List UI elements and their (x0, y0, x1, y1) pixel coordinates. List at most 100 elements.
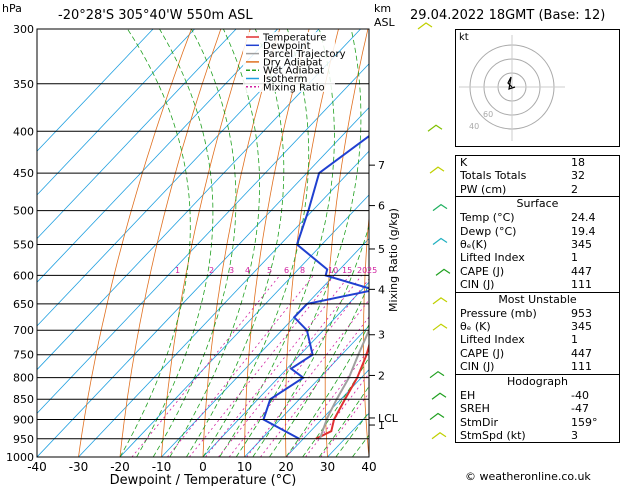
isotherm-line (37, 29, 154, 152)
pressure-tick-label: 550 (13, 238, 34, 251)
pressure-tick-label: 750 (13, 349, 34, 362)
temperature-tick-label: 20 (278, 460, 293, 474)
hodograph: kt 40 60 (455, 29, 620, 147)
surface-title: Surface (516, 197, 559, 211)
pressure-tick-label: 700 (13, 324, 34, 337)
wind-barb (417, 22, 433, 30)
most-unstable-row: CIN (J) 111 (456, 360, 619, 373)
surface-value: 19.4 (571, 224, 596, 238)
hodograph-title: Hodograph (507, 374, 568, 388)
hodograph-value: 159° (571, 415, 598, 429)
temperature-tick-label: 30 (320, 460, 335, 474)
isotherm-line (78, 150, 369, 457)
mixing-ratio-line (205, 275, 350, 457)
surface-box: Surface Temp (°C) 24.4 Dewp (°C) 19.4 θₑ(K) 3… (455, 197, 620, 293)
mixing-ratio-label: 20 (357, 266, 367, 275)
hodograph-value: -47 (571, 402, 589, 416)
surface-label: CIN (J) (460, 278, 495, 292)
most-unstable-box: Most Unstable Pressure (mb) 953 θₑ (K) 345 L… (455, 292, 620, 375)
surface-label: Dewp (°C) (460, 224, 517, 238)
pressure-tick-label: 600 (13, 269, 34, 282)
isotherm-line (37, 106, 369, 457)
index-label: K (460, 156, 468, 169)
most-unstable-label: CIN (J) (460, 360, 495, 374)
legend-label: Parcel Trajectory (263, 49, 346, 60)
most-unstable-value: 111 (571, 360, 592, 374)
mixing-ratio-label: 6 (284, 266, 289, 275)
km-tick-label: 6 (378, 200, 385, 213)
most-unstable-label: Lifted Index (460, 333, 525, 347)
isotherm-line (161, 237, 369, 457)
mixing-ratio-line (131, 275, 281, 457)
most-unstable-row: CAPE (J) 447 (456, 347, 619, 360)
hodograph-row: StmDir 159° (456, 416, 619, 429)
isotherm-line (202, 281, 369, 457)
most-unstable-value: 345 (571, 320, 592, 334)
km-tick-label: 1 (378, 419, 385, 432)
pressure-tick-label: 450 (13, 167, 34, 180)
pressure-tick-label: 300 (13, 23, 34, 36)
series-temperature (315, 342, 369, 440)
wet-adiabat-line (219, 29, 335, 457)
mixing-ratio-line (228, 278, 369, 457)
wind-barb (429, 412, 445, 421)
wind-barb (427, 124, 443, 132)
surface-value: 111 (571, 278, 592, 292)
km-tick-label: 7 (378, 159, 385, 172)
surface-row: θₑ(K) 345 (456, 238, 619, 251)
wind-barb (431, 392, 447, 400)
mixing-ratio-line (167, 275, 314, 457)
index-row: Totals Totals 32 (456, 169, 619, 182)
mixing-ratio-axis-label: Mixing Ratio (g/kg) (387, 208, 400, 312)
temperature-tick-label: 0 (199, 460, 207, 474)
series-parcel-trajectory (318, 328, 369, 440)
pressure-tick-label: 800 (13, 372, 34, 385)
asl-label: ASL (374, 16, 395, 29)
index-row: PW (cm) 2 (456, 183, 619, 196)
index-label: Totals Totals (460, 169, 527, 183)
most-unstable-label: Pressure (mb) (460, 306, 537, 320)
dry-adiabat-line (119, 29, 222, 457)
wet-adiabat-line (119, 29, 191, 457)
pressure-tick-label: 950 (13, 433, 34, 446)
most-unstable-value: 1 (571, 333, 578, 347)
series-dewpoint (262, 134, 369, 440)
hodograph-value: 3 (571, 428, 578, 442)
surface-row: Lifted Index 1 (456, 251, 619, 264)
wind-barb (429, 166, 445, 174)
wind-barb (432, 237, 448, 245)
mixing-ratio-label: 2 (209, 266, 214, 275)
isotherm-line (37, 29, 195, 196)
mixing-ratio-label: 8 (300, 266, 305, 275)
mixing-ratio-label: 1 (175, 266, 180, 275)
plot-frame (36, 28, 370, 458)
hodograph-frame (455, 29, 620, 147)
surface-label: Temp (°C) (460, 211, 515, 225)
pressure-tick-label: 850 (13, 393, 34, 406)
surface-row: Temp (°C) 24.4 (456, 211, 619, 224)
surface-label: Lifted Index (460, 251, 525, 265)
most-unstable-value: 447 (571, 346, 592, 360)
wind-barb (432, 203, 448, 212)
wind-barb (432, 297, 448, 305)
index-row: K 18 (456, 156, 619, 169)
surface-row: Dewp (°C) 19.4 (456, 225, 619, 238)
wind-barb (435, 268, 451, 276)
most-unstable-label: θₑ (K) (460, 320, 491, 334)
most-unstable-row: Lifted Index 1 (456, 333, 619, 346)
surface-row: CIN (J) 111 (456, 278, 619, 291)
pressure-tick-label: 1000 (6, 451, 34, 464)
legend-label: Dewpoint (263, 41, 311, 52)
km-tick-label: 2 (378, 369, 385, 382)
km-label: km (374, 2, 392, 15)
mixing-ratio-line (246, 299, 369, 457)
credit: © weatheronline.co.uk (465, 470, 591, 483)
date-title: 29.04.2022 18GMT (Base: 12) (410, 8, 606, 23)
temperature-tick-label: -40 (27, 460, 47, 474)
mixing-ratio-line (218, 275, 363, 457)
surface-value: 24.4 (571, 211, 596, 225)
wet-adiabat-line (152, 29, 237, 457)
dry-adiabat-line (401, 29, 427, 457)
pressure-tick-label: 400 (13, 125, 34, 138)
